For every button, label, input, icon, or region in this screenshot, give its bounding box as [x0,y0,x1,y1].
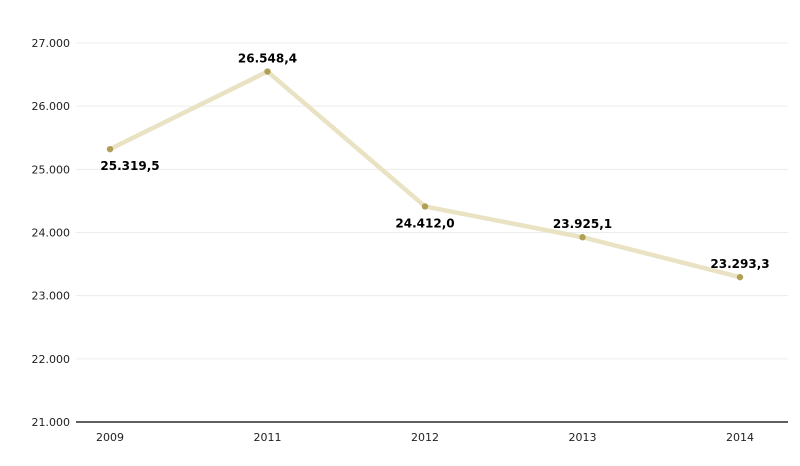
x-axis-tick-label: 2012 [411,431,439,444]
data-point-marker [579,234,586,241]
data-point-label: 24.412,0 [395,216,454,230]
x-axis-tick-label: 2013 [569,431,597,444]
data-point-marker [421,203,429,210]
y-axis-tick-label: 25.000 [32,163,71,176]
data-point-label: 23.925,1 [553,217,612,231]
data-point-marker [736,273,744,281]
x-axis-tick-label: 2011 [254,431,282,444]
data-point-label: 25.319,5 [100,159,159,173]
y-axis-tick-label: 27.000 [32,37,71,50]
series-line [107,69,743,280]
y-axis-tick-label: 24.000 [32,227,71,240]
y-axis-tick-label: 22.000 [32,353,71,366]
x-axis-tick-label: 2014 [726,431,754,444]
y-axis-tick-label: 21.000 [32,416,71,429]
x-axis-tick-label: 2009 [96,431,124,444]
data-point-label: 26.548,4 [238,52,297,66]
data-point-label: 23.293,3 [710,257,769,271]
data-point-marker [264,68,271,75]
y-axis-tick-label: 26.000 [32,100,71,113]
data-point-marker [106,145,114,153]
y-axis-tick-label: 23.000 [32,290,71,303]
